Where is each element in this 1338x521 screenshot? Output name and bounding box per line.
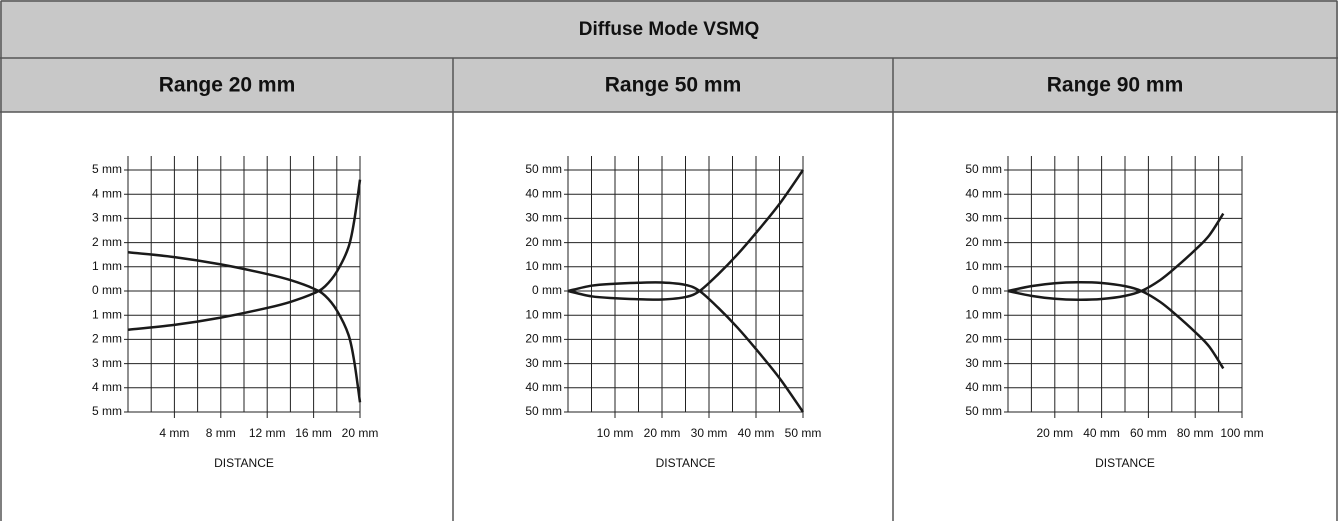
y-tick-label: 50 mm bbox=[525, 404, 562, 418]
x-tick-label: 100 mm bbox=[1220, 426, 1263, 440]
y-tick-label: 0 mm bbox=[92, 283, 122, 297]
y-tick-label: 30 mm bbox=[525, 211, 562, 225]
x-tick-label: 16 mm bbox=[295, 426, 332, 440]
y-tick-label: 4 mm bbox=[92, 380, 122, 394]
curve bbox=[127, 179, 362, 331]
y-tick-label: 10 mm bbox=[965, 307, 1002, 321]
x-axis-label: DISTANCE bbox=[1095, 456, 1155, 470]
curve bbox=[567, 169, 805, 301]
y-tick-label: 4 mm bbox=[92, 186, 122, 200]
column-header: Range 20 mm bbox=[159, 74, 296, 97]
y-tick-label: 30 mm bbox=[965, 356, 1002, 370]
x-tick-label: 40 mm bbox=[738, 426, 775, 440]
y-tick-label: 20 mm bbox=[965, 332, 1002, 346]
x-tick-label: 10 mm bbox=[597, 426, 634, 440]
x-tick-label: 40 mm bbox=[1083, 426, 1120, 440]
curve bbox=[1007, 212, 1225, 301]
y-tick-label: 0 mm bbox=[972, 283, 1002, 297]
y-tick-label: 3 mm bbox=[92, 211, 122, 225]
table-title: Diffuse Mode VSMQ bbox=[579, 19, 760, 40]
y-tick-label: 1 mm bbox=[92, 307, 122, 321]
y-tick-label: 5 mm bbox=[92, 404, 122, 418]
x-tick-label: 80 mm bbox=[1177, 426, 1214, 440]
x-tick-label: 60 mm bbox=[1130, 426, 1167, 440]
x-tick-label: 20 mm bbox=[1036, 426, 1073, 440]
header-background bbox=[0, 0, 1338, 112]
y-tick-label: 3 mm bbox=[92, 356, 122, 370]
x-tick-label: 20 mm bbox=[644, 426, 681, 440]
column-header: Range 50 mm bbox=[605, 74, 742, 97]
x-tick-label: 12 mm bbox=[249, 426, 286, 440]
x-tick-label: 8 mm bbox=[206, 426, 236, 440]
y-tick-label: 2 mm bbox=[92, 332, 122, 346]
y-tick-label: 2 mm bbox=[92, 235, 122, 249]
x-tick-label: 50 mm bbox=[785, 426, 822, 440]
y-tick-label: 0 mm bbox=[532, 283, 562, 297]
curve bbox=[127, 251, 362, 403]
y-tick-label: 30 mm bbox=[525, 356, 562, 370]
y-tick-label: 40 mm bbox=[525, 186, 562, 200]
x-axis-label: DISTANCE bbox=[214, 456, 274, 470]
x-tick-label: 4 mm bbox=[159, 426, 189, 440]
y-tick-label: 40 mm bbox=[525, 380, 562, 394]
y-tick-label: 30 mm bbox=[965, 211, 1002, 225]
y-tick-label: 5 mm bbox=[92, 162, 122, 176]
column-header: Range 90 mm bbox=[1047, 74, 1184, 97]
curve bbox=[567, 281, 805, 413]
y-tick-label: 40 mm bbox=[965, 380, 1002, 394]
y-tick-label: 50 mm bbox=[525, 162, 562, 176]
y-tick-label: 20 mm bbox=[525, 235, 562, 249]
y-tick-label: 10 mm bbox=[525, 307, 562, 321]
y-tick-label: 1 mm bbox=[92, 259, 122, 273]
y-tick-label: 40 mm bbox=[965, 186, 1002, 200]
x-tick-label: 30 mm bbox=[691, 426, 728, 440]
y-tick-label: 20 mm bbox=[965, 235, 1002, 249]
x-axis-label: DISTANCE bbox=[656, 456, 716, 470]
y-tick-label: 10 mm bbox=[525, 259, 562, 273]
x-tick-label: 20 mm bbox=[342, 426, 379, 440]
y-tick-label: 20 mm bbox=[525, 332, 562, 346]
y-tick-label: 10 mm bbox=[965, 259, 1002, 273]
y-tick-label: 50 mm bbox=[965, 404, 1002, 418]
y-tick-label: 50 mm bbox=[965, 162, 1002, 176]
curve bbox=[1007, 281, 1225, 370]
